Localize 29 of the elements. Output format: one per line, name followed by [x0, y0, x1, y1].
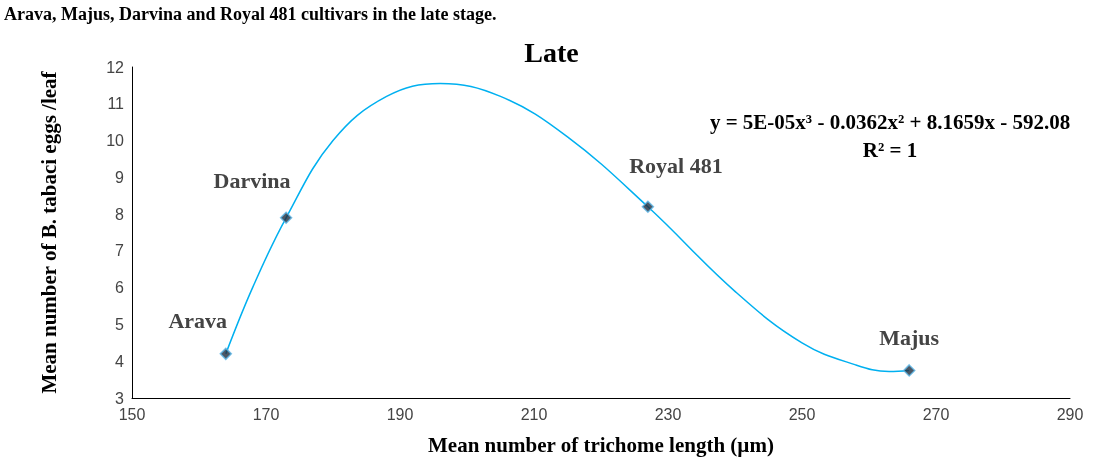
x-tick-label: 250 — [788, 405, 816, 423]
y-tick-label: 7 — [115, 242, 125, 260]
chart-title: Late — [524, 36, 579, 68]
x-axis-title: Mean number of trichome length (µm) — [428, 432, 774, 457]
annotation: Arava — [168, 308, 228, 334]
y-tick-label: 9 — [115, 168, 125, 186]
point — [219, 347, 233, 361]
y-tick-label: 8 — [115, 205, 125, 223]
y-tick-label: 10 — [106, 132, 125, 150]
annotation: Majus — [879, 324, 940, 350]
y-tick-label: 11 — [107, 95, 125, 113]
x-tick-label: 150 — [118, 405, 146, 423]
x-tick-label: 170 — [252, 405, 280, 423]
point — [902, 364, 916, 377]
y-tick-label: 5 — [115, 315, 125, 333]
y-tick-label: 12 — [106, 58, 125, 76]
y-axis-title: Mean number of B. tabaci eggs /leaf — [37, 70, 61, 394]
y-tick-label: 3 — [115, 389, 125, 407]
y-tick-label: 6 — [115, 279, 125, 297]
x-tick-label: 230 — [654, 405, 682, 423]
point — [641, 200, 655, 214]
text: Arava, Majus, Darvina and Royal 481 cultivars in the late stage. — [4, 4, 497, 24]
y-tick-label: 4 — [115, 352, 125, 370]
x-tick-label: 270 — [922, 405, 950, 423]
point — [279, 211, 293, 225]
x-tick-label: 290 — [1056, 405, 1084, 423]
x-tick-label: 210 — [520, 405, 548, 423]
annotation: Darvina — [213, 168, 291, 194]
x-tick-label: 190 — [386, 405, 414, 423]
